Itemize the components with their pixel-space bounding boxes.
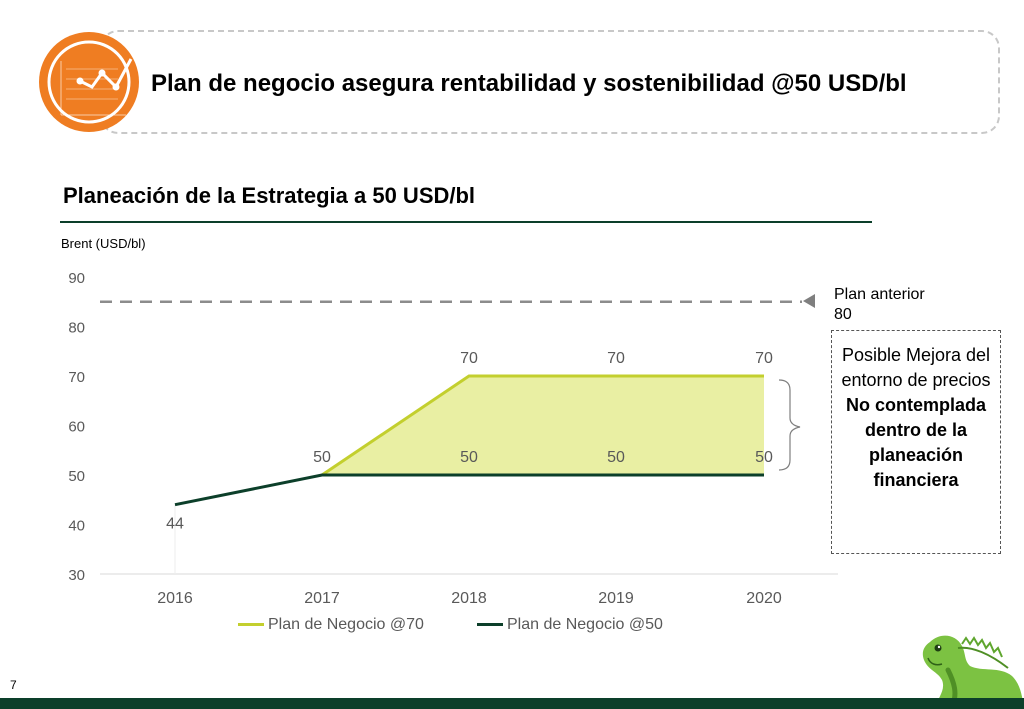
data-label: 44 (166, 516, 184, 533)
y-tick-label: 50 (68, 468, 85, 485)
x-tick-label: 2016 (157, 590, 193, 607)
iguana-icon (922, 635, 1024, 709)
y-tick-label: 70 (68, 369, 85, 386)
chart-legend: Plan de Negocio @70 Plan de Negocio @50 (0, 616, 1024, 638)
legend-label: Plan de Negocio @70 (268, 616, 424, 633)
data-label: 50 (313, 449, 331, 466)
note-box: Posible Mejora del entorno de precios No… (831, 330, 1001, 554)
note-bold-text: No contemplada dentro de la planeación f… (845, 395, 987, 490)
legend-item-plan-70: Plan de Negocio @70 (238, 616, 424, 634)
legend-swatch (477, 623, 503, 627)
previous-plan-value: 80 (834, 306, 852, 323)
series-line-plan-70 (321, 374, 764, 477)
brent-price-chart: 30 40 50 60 70 80 90 70 70 70 44 50 50 50 50 2016 2017… (68, 270, 838, 607)
page-number: 7 (10, 678, 17, 692)
data-label: 70 (755, 350, 773, 367)
legend-label: Plan de Negocio @50 (507, 616, 663, 633)
x-tick-label: 2017 (304, 590, 340, 607)
chart-growth-icon (39, 32, 139, 132)
gap-area (322, 376, 764, 475)
data-label: 50 (460, 449, 478, 466)
y-axis-unit-label: Brent (USD/bl) (61, 236, 146, 251)
page-title: Plan de negocio asegura rentabilidad y s… (151, 70, 907, 97)
footer-bar (0, 698, 1024, 709)
y-tick-label: 60 (68, 419, 85, 436)
y-tick-label: 30 (68, 567, 85, 584)
previous-plan-annotation: Plan anterior 80 (834, 285, 925, 325)
section-title: Planeación de la Estrategia a 50 USD/bl (63, 183, 476, 208)
previous-plan-label: Plan anterior (834, 286, 925, 303)
bracket (778, 379, 801, 471)
y-tick-label: 40 (68, 518, 85, 535)
legend-item-plan-50: Plan de Negocio @50 (477, 616, 663, 634)
y-tick-label: 80 (68, 320, 85, 337)
legend-swatch (238, 623, 264, 627)
x-tick-label: 2019 (598, 590, 634, 607)
title-divider (60, 221, 872, 223)
note-text: Posible Mejora del entorno de precios (841, 345, 991, 390)
reference-arrow (803, 294, 815, 308)
x-tick-label: 2020 (746, 590, 782, 607)
data-label: 50 (755, 449, 773, 466)
data-label: 70 (460, 350, 478, 367)
series-line-plan-50 (174, 473, 764, 507)
x-tick-label: 2018 (451, 590, 487, 607)
data-label: 50 (607, 449, 625, 466)
y-tick-label: 90 (68, 270, 85, 287)
data-label: 70 (607, 350, 625, 367)
